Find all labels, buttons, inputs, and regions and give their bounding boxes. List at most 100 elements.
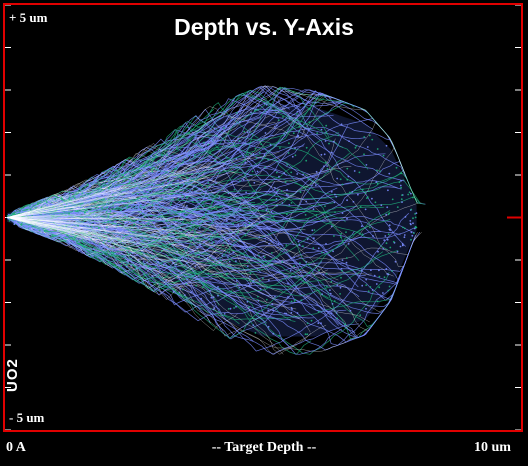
ion-point <box>189 229 192 232</box>
ion-point <box>239 120 241 123</box>
ion-point <box>225 273 228 276</box>
ion-point <box>263 256 266 259</box>
ion-track <box>6 161 408 232</box>
ion-point <box>133 223 136 226</box>
ion-point <box>339 293 341 295</box>
ion-point <box>400 172 402 175</box>
ion-point <box>130 264 133 267</box>
ion-point <box>31 208 34 211</box>
ion-point <box>163 196 166 199</box>
ion-point <box>128 200 131 203</box>
ion-point <box>165 279 168 282</box>
ion-point <box>378 286 381 289</box>
ion-point <box>296 113 298 115</box>
ion-point <box>177 292 180 295</box>
ion-point <box>194 155 196 157</box>
ion-point <box>184 294 186 296</box>
ion-point <box>20 210 23 212</box>
ion-point <box>375 181 378 184</box>
ion-point <box>210 296 213 299</box>
ion-point <box>364 208 367 211</box>
ion-point <box>101 207 103 210</box>
plot-frame <box>3 3 523 432</box>
ion-point <box>85 209 88 212</box>
ion-point <box>194 253 197 256</box>
ion-point <box>267 262 269 265</box>
ion-point <box>336 317 339 320</box>
ion-track <box>6 201 347 313</box>
ion-point <box>190 291 192 294</box>
ion-point <box>312 208 315 211</box>
ion-point <box>186 205 188 207</box>
ion-point <box>149 267 152 269</box>
ion-point <box>345 231 347 234</box>
ion-point <box>413 227 416 230</box>
ion-track <box>6 106 303 239</box>
ion-point <box>14 220 16 223</box>
ion-point <box>177 162 180 165</box>
ion-point <box>304 214 307 216</box>
ion-point <box>373 274 376 277</box>
core-track <box>6 162 210 218</box>
ion-point <box>160 149 162 152</box>
ion-point <box>111 209 113 212</box>
core-track <box>6 217 216 246</box>
ion-point <box>289 270 292 272</box>
ion-point <box>242 178 245 181</box>
ion-point <box>326 168 329 170</box>
ion-point <box>275 198 278 200</box>
ion-point <box>306 238 309 241</box>
ion-point <box>370 269 372 272</box>
ion-point <box>196 252 199 254</box>
ion-point <box>380 204 383 207</box>
ion-point <box>159 269 161 271</box>
ion-point <box>73 236 76 239</box>
ion-point <box>239 180 241 182</box>
ion-point <box>98 183 101 186</box>
ion-point <box>248 260 251 262</box>
ion-point <box>401 194 403 197</box>
ion-point <box>203 283 206 286</box>
ion-point <box>214 231 217 233</box>
ion-point <box>378 269 380 272</box>
ion-point <box>293 265 295 267</box>
ion-point <box>68 238 71 241</box>
ion-point <box>277 242 280 245</box>
ion-point <box>399 184 402 187</box>
ion-point <box>287 194 289 197</box>
ion-point <box>156 202 159 205</box>
ion-point <box>27 226 29 228</box>
ion-point <box>379 170 381 173</box>
ion-point <box>354 146 357 149</box>
ion-point <box>298 126 300 128</box>
ion-point <box>124 258 126 261</box>
ion-point <box>275 191 278 194</box>
ion-point <box>333 201 336 204</box>
ion-point <box>249 184 252 187</box>
ion-point <box>213 307 216 309</box>
ion-point <box>167 180 169 183</box>
ion-point <box>293 256 296 259</box>
ion-point <box>68 191 71 194</box>
ion-point <box>300 299 303 302</box>
ion-point <box>323 153 326 156</box>
ion-point <box>102 253 105 256</box>
ion-point <box>260 143 263 146</box>
ion-point <box>387 273 390 276</box>
ion-point <box>217 214 220 217</box>
ion-point <box>244 225 247 228</box>
ion-point <box>252 279 255 282</box>
ion-point <box>257 300 260 302</box>
ion-point <box>60 197 63 199</box>
ion-point <box>382 248 385 250</box>
ion-point <box>153 249 155 252</box>
ion-point <box>340 236 342 239</box>
ion-point <box>367 190 370 193</box>
ion-point <box>324 140 327 142</box>
ion-point <box>335 312 338 314</box>
ion-point <box>151 170 154 173</box>
ion-point <box>223 127 225 129</box>
ion-point <box>130 238 133 240</box>
ion-point <box>257 105 260 107</box>
ion-point <box>34 228 36 231</box>
